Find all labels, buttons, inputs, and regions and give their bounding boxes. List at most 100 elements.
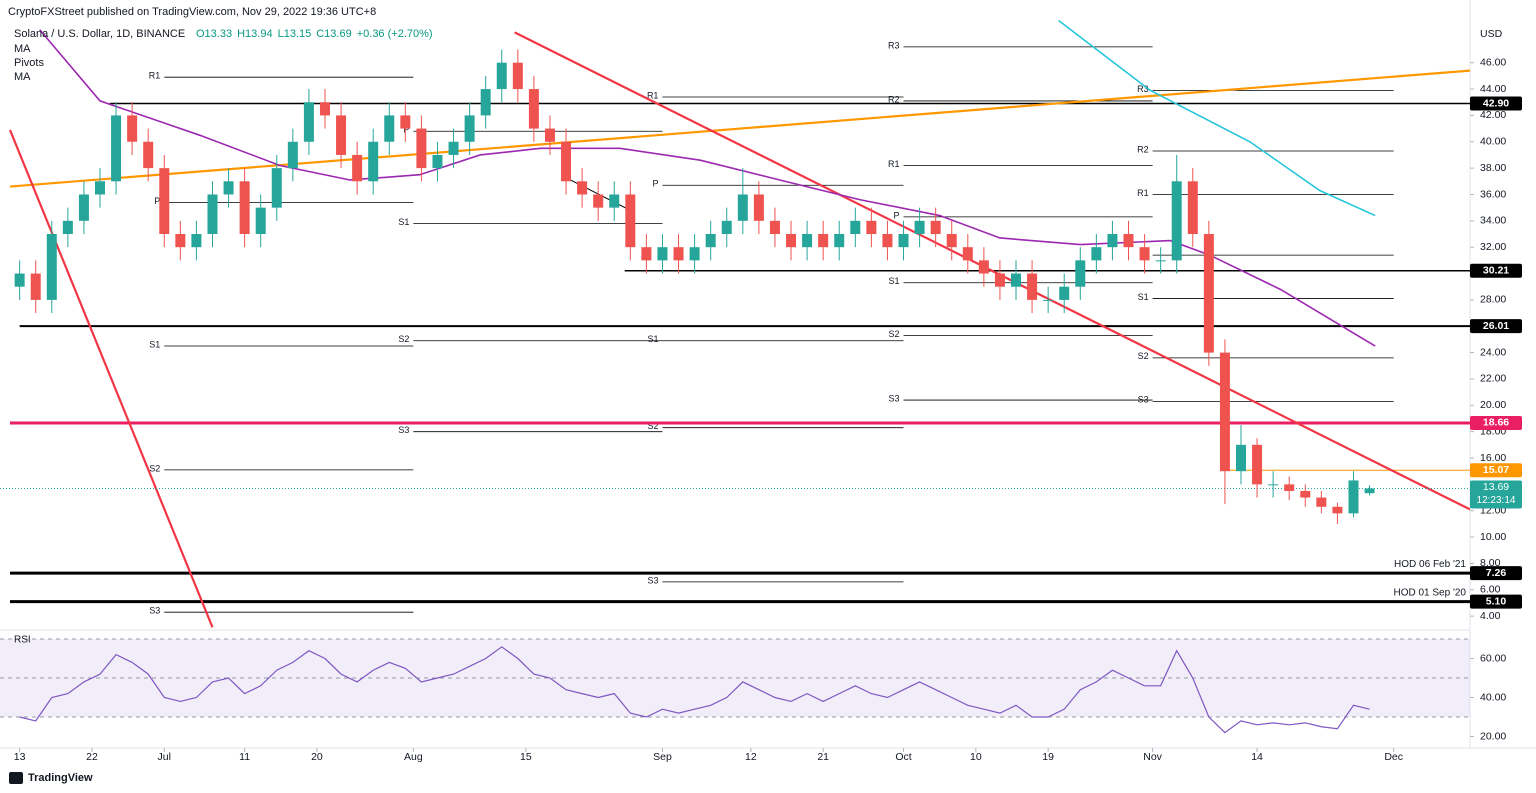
change-label: +0.36 (+2.70%) xyxy=(357,28,433,40)
candle-body xyxy=(512,62,523,90)
candle-body xyxy=(544,128,555,142)
symbol-title: Solana / U.S. Dollar, 1D, BINANCE xyxy=(14,28,185,40)
candle-body xyxy=(769,220,780,235)
candle-body xyxy=(1123,234,1134,248)
candle-body xyxy=(448,141,459,155)
candle-body xyxy=(207,194,218,235)
pivot-label: S2 xyxy=(1138,351,1149,361)
price-label: 5.10 xyxy=(1486,595,1507,607)
candle-body xyxy=(593,194,604,208)
candle-body xyxy=(850,220,861,235)
countdown: 12:23:14 xyxy=(1477,495,1516,506)
pivot-label: S2 xyxy=(149,463,160,473)
candle-body xyxy=(577,181,588,195)
candle-body xyxy=(30,273,41,300)
candle-body xyxy=(962,247,973,261)
price-label: 42.90 xyxy=(1483,97,1509,109)
indicator-label: MA xyxy=(14,43,31,55)
price-label-box xyxy=(1470,319,1522,334)
candle-body xyxy=(352,154,363,182)
indicator-label: Pivots xyxy=(14,57,44,69)
price-label-box xyxy=(1470,263,1522,278)
ohlc-label: C13.69 xyxy=(316,28,351,40)
y-tick-label: 28.00 xyxy=(1480,294,1506,306)
y-tick-label: 6.00 xyxy=(1480,584,1501,596)
rsi-title: RSI xyxy=(14,635,31,646)
pivot-label: S3 xyxy=(889,393,900,403)
candle-body xyxy=(1043,299,1054,301)
trendline xyxy=(9,69,1470,188)
rsi-line xyxy=(19,646,1370,734)
x-tick-label: 21 xyxy=(817,751,829,763)
candle-body xyxy=(930,220,941,235)
price-label-box xyxy=(1470,566,1522,581)
candle-body xyxy=(271,168,282,208)
candle-body xyxy=(1219,352,1230,472)
rsi-pane xyxy=(0,638,1470,734)
brand: TradingView xyxy=(28,772,93,784)
candle-body xyxy=(994,273,1005,287)
pivot-label: S1 xyxy=(1138,292,1149,302)
price-label-box xyxy=(1470,463,1522,478)
x-tick-label: 10 xyxy=(970,751,982,763)
price-label-box xyxy=(1470,594,1522,609)
price-label: 30.21 xyxy=(1483,265,1509,277)
indicator-label: MA xyxy=(14,71,31,83)
candle-body xyxy=(319,102,330,116)
candle-body xyxy=(1155,260,1166,262)
rsi-tick-label: 60.00 xyxy=(1480,652,1506,664)
candle-body xyxy=(737,194,748,221)
price-label: 7.26 xyxy=(1486,567,1507,579)
candle-body xyxy=(1235,444,1246,472)
candle-body xyxy=(191,234,202,248)
current-price-box xyxy=(1470,480,1522,509)
brand-logo xyxy=(9,772,23,784)
candle-body xyxy=(1332,506,1343,514)
pivot-label: R1 xyxy=(1137,188,1149,198)
pivot-label: S1 xyxy=(149,339,160,349)
y-tick-label: 16.00 xyxy=(1480,452,1506,464)
candle-body xyxy=(127,115,138,142)
pivot-label: S3 xyxy=(149,606,160,616)
candle-body xyxy=(786,234,797,248)
candle-body xyxy=(673,247,684,261)
candle-body xyxy=(432,154,443,169)
price-pane: R1 P S1 S2 S3 P S1 S2 S3 R1 P S1 S2 S3 R3 R2 R1 P S1 S2 S3 R3… xyxy=(0,19,1470,628)
x-tick-label: 20 xyxy=(311,751,323,763)
candle-body xyxy=(657,247,668,261)
x-tick-label: Oct xyxy=(895,751,911,763)
candle-body xyxy=(641,247,652,261)
price-label-box xyxy=(1470,415,1522,430)
x-tick-label: 11 xyxy=(239,751,250,763)
candle-body xyxy=(1364,488,1375,494)
x-tick-label: 15 xyxy=(520,751,532,763)
pivot-label: S3 xyxy=(647,575,658,585)
moving-average xyxy=(1058,19,1376,217)
candle-body xyxy=(303,102,314,142)
pivot-label: S1 xyxy=(647,334,658,344)
candle-body xyxy=(1027,273,1038,300)
y-tick-label: 24.00 xyxy=(1480,346,1506,358)
candle-body xyxy=(1171,181,1182,261)
pivot-label: S3 xyxy=(1138,395,1149,405)
candle-body xyxy=(802,234,813,248)
candle-body xyxy=(898,234,909,248)
candle-body xyxy=(625,194,636,248)
candle-body xyxy=(62,220,73,235)
candle-body xyxy=(1348,480,1359,514)
candle-body xyxy=(818,234,829,248)
candle-body xyxy=(528,89,539,129)
price-label: 15.07 xyxy=(1483,464,1509,476)
y-tick-label: 36.00 xyxy=(1480,188,1506,200)
candle-body xyxy=(1091,247,1102,261)
rsi-tick-label: 40.00 xyxy=(1480,691,1506,703)
y-tick-label: 10.00 xyxy=(1480,531,1506,543)
x-tick-label: Dec xyxy=(1384,751,1403,763)
pivot-label: S2 xyxy=(647,421,658,431)
candle-body xyxy=(368,141,379,182)
pivot-label: R3 xyxy=(1137,84,1149,94)
level-note: HOD 01 Sep '20 xyxy=(1393,587,1466,598)
candle-body xyxy=(1284,484,1295,491)
candle-body xyxy=(978,260,989,274)
